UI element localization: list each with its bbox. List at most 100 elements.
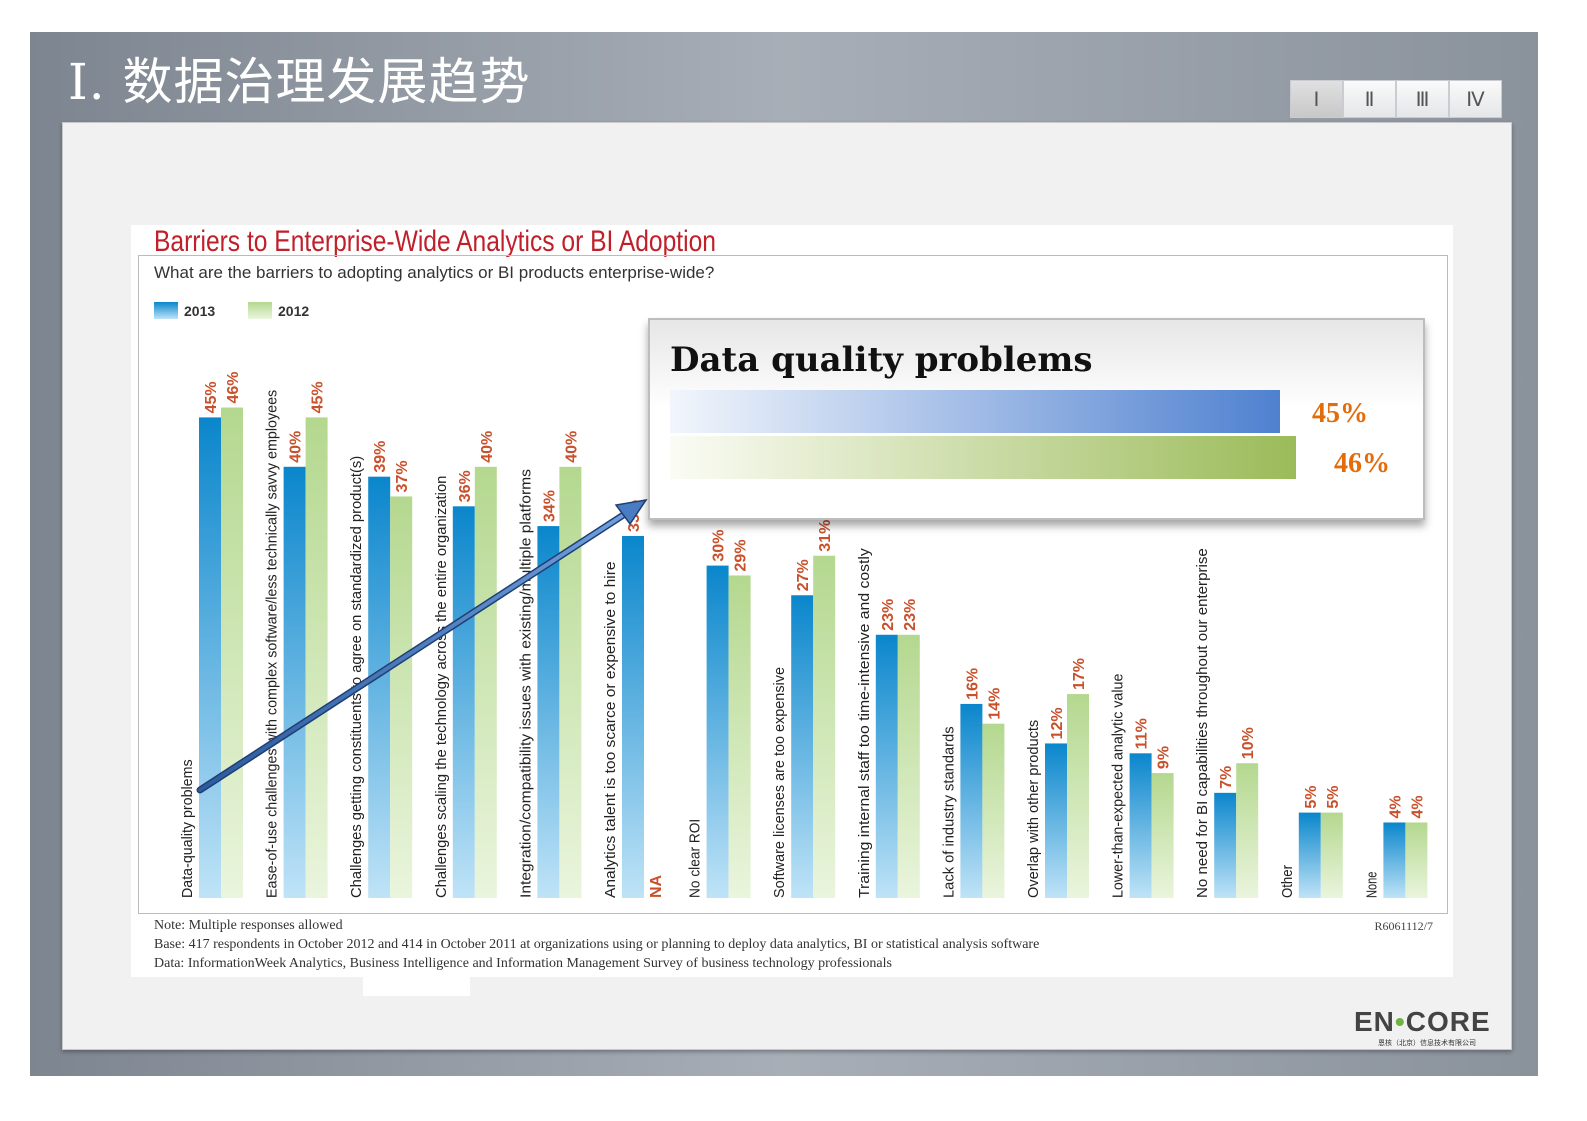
category-label: Training internal staff too time-intensi… bbox=[856, 548, 873, 898]
tab-4[interactable]: Ⅳ bbox=[1449, 80, 1502, 118]
bar-2012 bbox=[390, 496, 413, 898]
bar-2013 bbox=[706, 565, 729, 898]
category-label: Challenges scaling the technology across… bbox=[433, 476, 450, 898]
value-label: 37% bbox=[394, 460, 411, 492]
category-label: Ease-of-use challenges with complex soft… bbox=[264, 390, 281, 898]
category-label: Lower-than-expected analytic value bbox=[1110, 674, 1127, 898]
value-label: 31% bbox=[817, 520, 834, 552]
bar-2012 bbox=[982, 723, 1005, 898]
category-label: No clear ROI bbox=[687, 819, 704, 898]
bar-2012 bbox=[1405, 822, 1428, 898]
value-label: 9% bbox=[1156, 746, 1173, 769]
value-label: 5% bbox=[1325, 785, 1342, 808]
bar-2012 bbox=[728, 575, 751, 898]
value-label: 46% bbox=[225, 371, 242, 403]
bar-2013 bbox=[1045, 743, 1067, 898]
category-label: None bbox=[1363, 872, 1380, 898]
bar-2012 bbox=[1320, 812, 1343, 898]
value-label: 23% bbox=[880, 599, 897, 631]
bar-2013 bbox=[368, 476, 391, 898]
value-label: 45% bbox=[310, 381, 327, 413]
chart-subtitle: What are the barriers to adopting analyt… bbox=[154, 263, 715, 282]
data-source-text: Data: InformationWeek Analytics, Busines… bbox=[154, 956, 892, 971]
chart-frame bbox=[138, 255, 1448, 914]
bar-2012 bbox=[1236, 763, 1259, 898]
bar-2013 bbox=[791, 595, 814, 898]
bar-2012 bbox=[813, 555, 836, 898]
legend-label-2012: 2012 bbox=[278, 303, 309, 319]
value-label: 40% bbox=[479, 431, 496, 463]
arrow-head-icon bbox=[614, 498, 648, 526]
bar-2012 bbox=[1067, 694, 1089, 898]
chart-title: Barriers to Enterprise-Wide Analytics or… bbox=[154, 225, 716, 258]
value-label: 7% bbox=[1218, 766, 1235, 789]
value-label: 36% bbox=[457, 470, 474, 502]
logo-text-left: EN bbox=[1354, 1006, 1395, 1037]
logo-text-right: CORE bbox=[1405, 1006, 1491, 1037]
bar-2013 bbox=[960, 703, 983, 898]
category-label: Data-quality problems bbox=[179, 759, 196, 898]
category-label: Other bbox=[1279, 865, 1296, 898]
bar-2013 bbox=[452, 506, 475, 898]
category-label: Analytics talent is too scarce or expens… bbox=[602, 561, 619, 898]
legend-swatch-2012 bbox=[248, 302, 272, 319]
legend-label-2013: 2013 bbox=[184, 303, 215, 319]
value-label: 10% bbox=[1240, 727, 1257, 759]
value-label: 39% bbox=[372, 441, 389, 473]
bar-2013 bbox=[622, 535, 644, 898]
value-label: 5% bbox=[1303, 785, 1320, 808]
value-label: 12% bbox=[1049, 707, 1066, 739]
chart-code: R6061112/7 bbox=[1374, 919, 1433, 933]
value-label: 45% bbox=[203, 381, 220, 413]
bar-2012 bbox=[897, 634, 920, 898]
note-text: Note: Multiple responses allowed bbox=[154, 918, 343, 933]
value-label: 11% bbox=[1134, 718, 1151, 749]
popup-value-2012: 46% bbox=[1334, 448, 1390, 479]
base-text: Base: 417 respondents in October 2012 an… bbox=[154, 937, 1040, 952]
value-label: 30% bbox=[711, 530, 728, 562]
value-label: 17% bbox=[1071, 658, 1088, 690]
tab-2[interactable]: Ⅱ bbox=[1343, 80, 1396, 118]
popup-title: Data quality problems bbox=[670, 340, 1093, 380]
na-label: NA bbox=[648, 874, 665, 898]
value-label: 23% bbox=[902, 599, 919, 631]
value-label: 40% bbox=[563, 431, 580, 463]
bar-2013 bbox=[537, 526, 560, 898]
page-title: I. 数据治理发展趋势 bbox=[68, 53, 531, 111]
category-label: No need for BI capabilities throughout o… bbox=[1194, 548, 1211, 898]
encore-logo: EN•CORE bbox=[1354, 1006, 1491, 1038]
bar-2012 bbox=[559, 466, 582, 898]
value-label: 14% bbox=[986, 688, 1003, 720]
bar-2012 bbox=[474, 466, 497, 898]
popup-bar-2012 bbox=[670, 436, 1296, 479]
category-label: Challenges getting constituents to agree… bbox=[348, 456, 365, 898]
category-label: Lack of industry standards bbox=[940, 726, 957, 898]
blank-box bbox=[363, 977, 470, 996]
bar-2012 bbox=[305, 417, 328, 898]
bar-2013 bbox=[1298, 812, 1321, 898]
bar-2013 bbox=[875, 634, 898, 898]
popup-value-2013: 45% bbox=[1312, 398, 1368, 429]
tab-3[interactable]: Ⅲ bbox=[1396, 80, 1449, 118]
value-label: 4% bbox=[1387, 795, 1404, 818]
category-label: Software licenses are too expensive bbox=[771, 667, 788, 898]
popup-bar-2013 bbox=[670, 390, 1280, 433]
tab-1[interactable]: Ⅰ bbox=[1290, 80, 1343, 118]
legend-swatch-2013 bbox=[154, 302, 178, 319]
section-tabs: Ⅰ Ⅱ Ⅲ Ⅳ bbox=[1290, 80, 1502, 118]
value-label: 29% bbox=[733, 539, 750, 571]
value-label: 27% bbox=[795, 559, 812, 591]
category-label: Overlap with other products bbox=[1025, 720, 1042, 898]
value-label: 16% bbox=[964, 668, 981, 700]
callout-popup: Data quality problems 45% 46% bbox=[648, 318, 1425, 520]
value-label: 4% bbox=[1409, 795, 1426, 818]
value-label: 40% bbox=[288, 431, 305, 463]
value-label: 34% bbox=[541, 490, 558, 522]
bar-2012 bbox=[1151, 773, 1174, 898]
logo-dot-icon: • bbox=[1394, 1006, 1406, 1037]
bar-2013 bbox=[1214, 792, 1237, 898]
logo-subtitle: 恩核（北京）信息技术有限公司 bbox=[1378, 1040, 1476, 1047]
bar-2013 bbox=[1129, 753, 1152, 898]
bar-2013 bbox=[1383, 822, 1406, 898]
